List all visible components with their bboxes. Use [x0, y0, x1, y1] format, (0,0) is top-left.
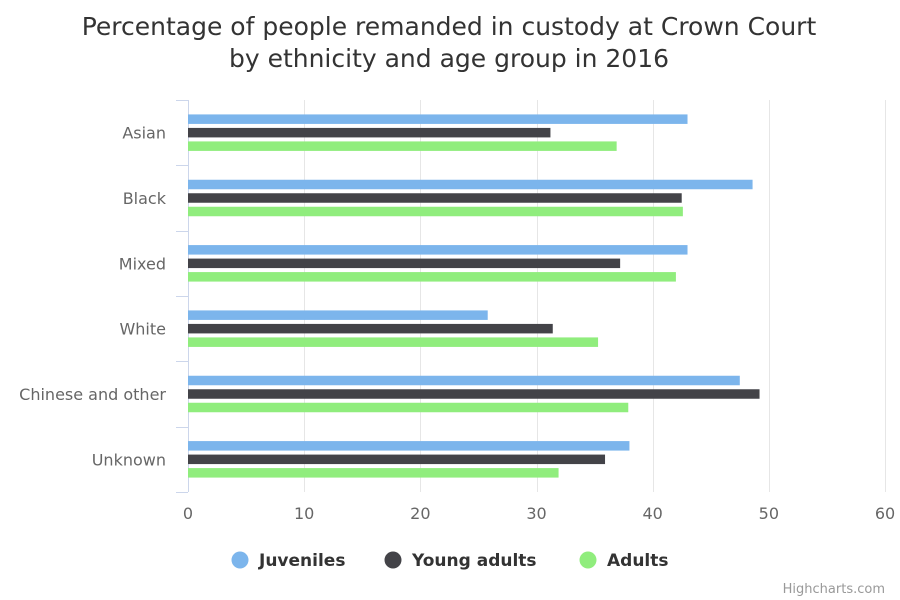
bar-juveniles-black[interactable]	[188, 179, 753, 190]
category-label-asian: Asian	[122, 124, 166, 143]
bar-juveniles-chinese-and-other[interactable]	[188, 375, 740, 386]
bars	[188, 114, 760, 478]
category-label-chinese-and-other: Chinese and other	[19, 385, 166, 404]
x-tick-label-40: 40	[642, 504, 662, 523]
bar-young-adults-black[interactable]	[188, 193, 682, 203]
grid-lines	[176, 100, 886, 493]
bar-young-adults-unknown[interactable]	[188, 454, 606, 465]
category-label-unknown: Unknown	[92, 450, 166, 469]
category-label-black: Black	[123, 189, 167, 208]
legend: Juveniles Young adults Adults	[231, 551, 669, 571]
legend-label-juveniles: Juveniles	[258, 551, 345, 571]
legend-label-young-adults: Young adults	[411, 551, 537, 571]
legend-item-juveniles[interactable]: Juveniles	[231, 551, 346, 571]
bar-juveniles-unknown[interactable]	[188, 441, 630, 451]
bar-young-adults-white[interactable]	[188, 323, 553, 334]
legend-item-young-adults[interactable]: Young adults	[384, 551, 537, 571]
bar-adults-black[interactable]	[188, 206, 683, 217]
x-tick-label-60: 60	[875, 504, 895, 523]
category-labels: Asian Black Mixed White Chinese and other Unk…	[19, 124, 167, 470]
x-axis-tick-labels: 0 10 20 30 40 50 60	[183, 504, 895, 523]
legend-marker-adults	[579, 551, 597, 569]
x-tick-label-20: 20	[410, 504, 430, 523]
legend-item-adults[interactable]: Adults	[579, 551, 669, 571]
bar-young-adults-asian[interactable]	[188, 127, 551, 138]
bar-adults-chinese-and-other[interactable]	[188, 402, 629, 413]
bar-adults-white[interactable]	[188, 337, 599, 347]
credit-text[interactable]: Highcharts.com	[783, 582, 885, 597]
legend-label-adults: Adults	[607, 551, 669, 571]
category-label-mixed: Mixed	[119, 254, 166, 273]
x-tick-label-30: 30	[526, 504, 546, 523]
bar-adults-unknown[interactable]	[188, 468, 559, 478]
category-label-white: White	[119, 320, 166, 339]
chart-title-line-1: Percentage of people remanded in custody…	[82, 12, 817, 41]
x-tick-label-0: 0	[183, 504, 193, 523]
legend-marker-juveniles	[231, 551, 249, 569]
chart-title-line-2: by ethnicity and age group in 2016	[229, 44, 669, 73]
bar-young-adults-mixed[interactable]	[188, 258, 621, 269]
x-tick-label-10: 10	[294, 504, 314, 523]
legend-marker-young-adults	[384, 551, 402, 569]
bar-juveniles-white[interactable]	[188, 310, 488, 320]
bar-adults-mixed[interactable]	[188, 272, 676, 282]
bar-juveniles-mixed[interactable]	[188, 245, 688, 255]
bar-adults-asian[interactable]	[188, 141, 617, 151]
bar-juveniles-asian[interactable]	[188, 114, 688, 124]
x-tick-label-50: 50	[759, 504, 779, 523]
bar-young-adults-chinese-and-other[interactable]	[188, 389, 760, 399]
